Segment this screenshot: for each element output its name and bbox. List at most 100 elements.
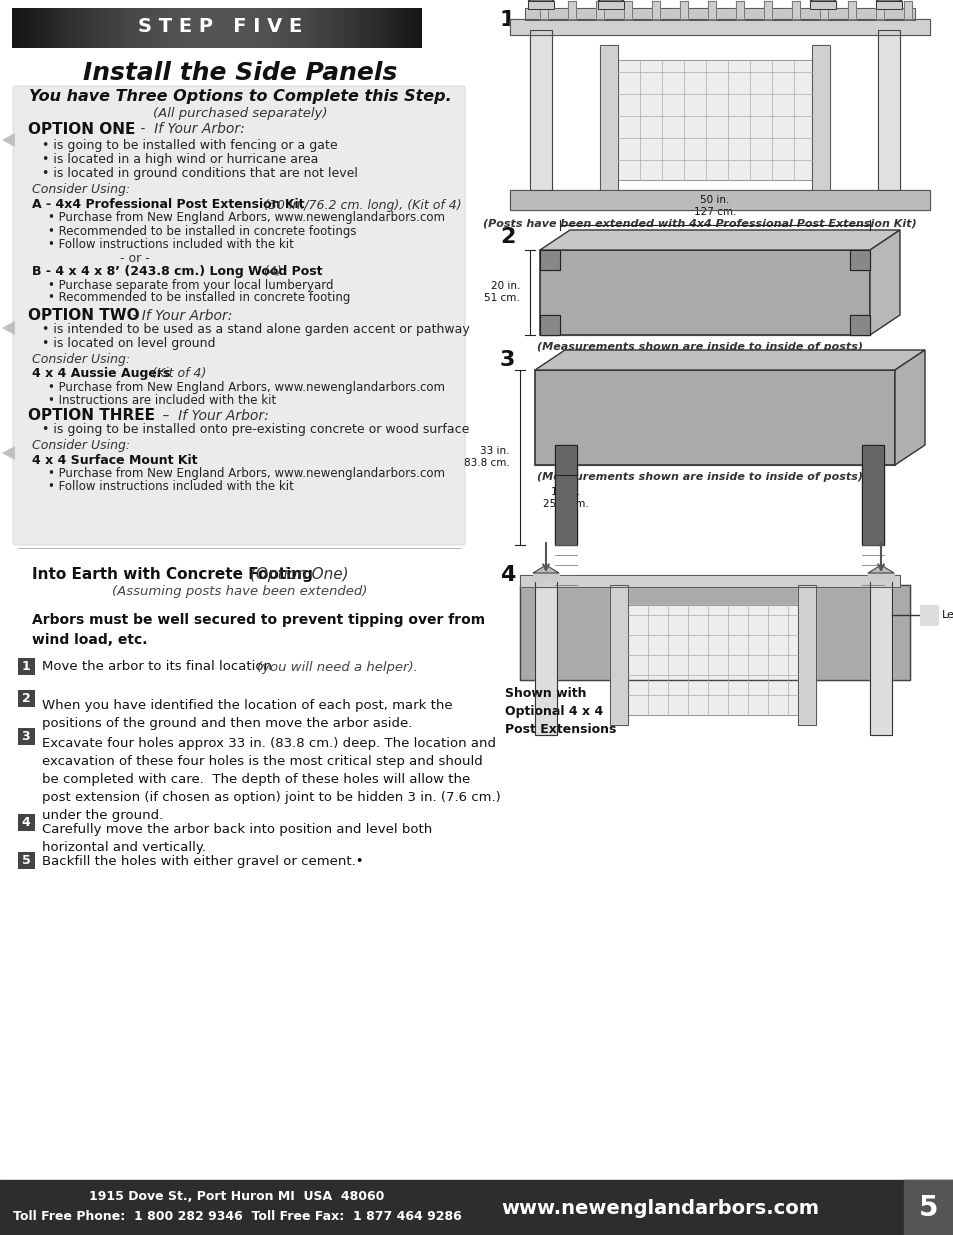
Text: • Purchase from New England Arbors, www.newenglandarbors.com: • Purchase from New England Arbors, www.… [48, 380, 444, 394]
Text: (Kit of 4): (Kit of 4) [148, 368, 206, 380]
Bar [352, 7, 356, 48]
Bar [875, 1, 901, 9]
Text: OPTION ONE: OPTION ONE [28, 121, 135, 137]
Bar [849, 249, 869, 270]
Bar [29, 7, 32, 48]
Bar [102, 7, 107, 48]
Bar [175, 7, 180, 48]
Bar [123, 7, 127, 48]
Bar [651, 1, 659, 19]
Bar [98, 7, 102, 48]
Bar [530, 30, 552, 190]
Bar [618, 61, 811, 180]
Bar [919, 605, 937, 625]
Bar [278, 7, 282, 48]
Bar [380, 7, 385, 48]
Bar [294, 7, 299, 48]
Bar [45, 7, 49, 48]
Bar [152, 7, 155, 48]
Bar [257, 7, 262, 48]
Text: Shown with
Optional 4 x 4
Post Extensions: Shown with Optional 4 x 4 Post Extension… [504, 687, 616, 736]
Text: 1915 Dove St., Port Huron MI  USA  48060: 1915 Dove St., Port Huron MI USA 48060 [90, 1191, 384, 1203]
Text: 10 in.
25.4 cm.: 10 in. 25.4 cm. [542, 487, 588, 509]
Bar [877, 30, 899, 190]
Text: Consider Using:: Consider Using: [32, 353, 130, 367]
Bar [539, 249, 869, 335]
Bar [524, 7, 914, 20]
Bar [0, 1179, 953, 1235]
Bar [303, 7, 307, 48]
Bar [213, 7, 217, 48]
Bar [519, 585, 909, 680]
Text: 4: 4 [499, 564, 515, 585]
Bar [139, 7, 143, 48]
Text: • Instructions are included with the kit: • Instructions are included with the kit [48, 394, 276, 406]
Text: • is going to be installed with fencing or a gate: • is going to be installed with fencing … [42, 138, 337, 152]
Bar [209, 7, 213, 48]
Bar [539, 1, 547, 19]
FancyBboxPatch shape [13, 86, 464, 545]
Bar [344, 7, 348, 48]
Bar [287, 7, 291, 48]
Text: 5: 5 [919, 1194, 938, 1221]
Bar [533, 573, 558, 580]
Bar [535, 370, 894, 466]
Bar [555, 445, 577, 545]
Text: (Option One): (Option One) [245, 568, 348, 583]
Bar [598, 1, 623, 9]
FancyBboxPatch shape [18, 852, 35, 869]
Polygon shape [2, 321, 15, 335]
FancyBboxPatch shape [18, 814, 35, 831]
Bar [519, 576, 899, 587]
Bar [143, 7, 148, 48]
Text: • Purchase from New England Arbors, www.newenglandarbors.com: • Purchase from New England Arbors, www.… [48, 467, 444, 479]
Bar [707, 1, 716, 19]
Bar [216, 7, 221, 48]
Bar [41, 7, 45, 48]
Text: 4 x 4 Aussie Augers: 4 x 4 Aussie Augers [32, 368, 171, 380]
Text: Arbors must be well secured to prevent tipping over from
wind load, etc.: Arbors must be well secured to prevent t… [32, 613, 485, 646]
Bar [328, 7, 332, 48]
Bar [241, 7, 246, 48]
Text: 1: 1 [499, 10, 515, 30]
Text: www.newenglandarbors.com: www.newenglandarbors.com [500, 1198, 818, 1218]
Text: • Follow instructions included with the kit: • Follow instructions included with the … [48, 479, 294, 493]
Bar [877, 30, 899, 190]
Text: (4): (4) [260, 266, 281, 279]
Bar [53, 7, 57, 48]
Bar [409, 7, 414, 48]
Text: (Assuming posts have been extended): (Assuming posts have been extended) [112, 585, 367, 599]
Polygon shape [533, 564, 558, 573]
Bar [539, 315, 559, 335]
Bar [319, 7, 323, 48]
Bar [229, 7, 233, 48]
Bar [735, 1, 743, 19]
Bar [266, 7, 270, 48]
Text: A - 4x4 Professional Post Extension Kit: A - 4x4 Professional Post Extension Kit [32, 199, 304, 211]
Bar [596, 1, 603, 19]
Bar [311, 7, 315, 48]
Bar [180, 7, 184, 48]
Bar [811, 44, 829, 190]
Bar [791, 1, 800, 19]
Bar [596, 1, 603, 19]
Bar [205, 7, 209, 48]
Bar [368, 7, 373, 48]
Bar [510, 19, 929, 35]
Text: 5: 5 [22, 855, 30, 867]
Bar [875, 1, 901, 9]
Bar [389, 7, 393, 48]
Bar [184, 7, 188, 48]
Bar [519, 576, 899, 587]
Bar [867, 573, 893, 580]
Text: 4 x 4 Surface Mount Kit: 4 x 4 Surface Mount Kit [32, 453, 197, 467]
Polygon shape [2, 133, 15, 147]
Bar [246, 7, 250, 48]
Bar [735, 1, 743, 19]
Bar [618, 61, 811, 180]
FancyBboxPatch shape [18, 658, 35, 676]
Bar [539, 249, 869, 335]
Bar [196, 7, 200, 48]
Bar [539, 1, 547, 19]
Bar [250, 7, 253, 48]
